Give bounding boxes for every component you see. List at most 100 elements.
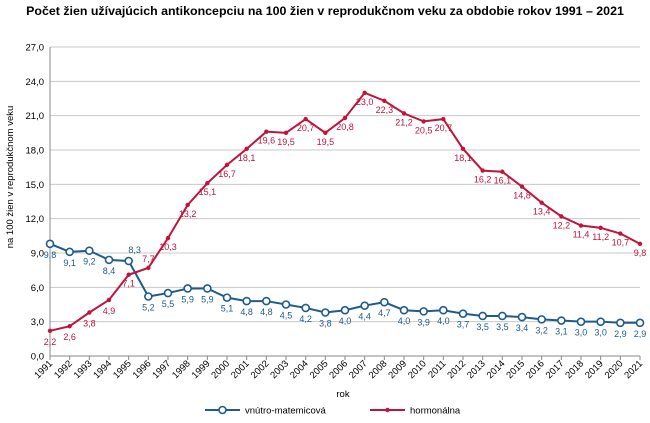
data-label-hormonalna: 22,3: [376, 105, 394, 115]
x-tick-label: 1992: [52, 358, 75, 381]
data-point-hormonalna: [165, 235, 171, 241]
x-tick-label: 1993: [72, 358, 95, 381]
x-tick-label: 2001: [229, 358, 252, 381]
data-point-hormonalna: [264, 129, 269, 134]
data-point-vnutro-matemicova: [557, 316, 566, 325]
y-tick-label: 18,0: [26, 146, 45, 157]
data-label-hormonalna: 12,2: [553, 220, 571, 230]
data-point-hormonalna: [205, 180, 210, 186]
data-label-vnutro-matemicova: 9,1: [63, 258, 76, 268]
data-point-hormonalna: [382, 98, 387, 103]
data-label-hormonalna: 15,1: [199, 187, 217, 197]
data-point-hormonalna: [362, 90, 367, 95]
data-label-vnutro-matemicova: 4,7: [378, 308, 391, 318]
data-point-hormonalna: [342, 115, 348, 121]
y-tick-label: 9,0: [31, 249, 44, 260]
data-label-hormonalna: 11,4: [573, 230, 590, 240]
x-tick-label: 2000: [209, 358, 232, 381]
x-tick-label: 2010: [406, 358, 429, 381]
data-label-vnutro-matemicova: 5,5: [162, 299, 175, 309]
data-label-vnutro-matemicova: 4,0: [437, 316, 450, 326]
x-tick-label: 2009: [386, 358, 409, 381]
x-tick-label: 2002: [249, 358, 272, 381]
x-tick-label: 2020: [603, 358, 626, 381]
data-point-vnutro-matemicova: [478, 311, 487, 321]
data-point-vnutro-matemicova: [262, 296, 271, 306]
data-label-vnutro-matemicova: 4,4: [358, 312, 371, 322]
data-point-hormonalna: [618, 231, 623, 236]
data-label-hormonalna: 20,7: [435, 123, 453, 133]
data-label-vnutro-matemicova: 4,8: [240, 307, 253, 317]
data-label-vnutro-matemicova: 3,7: [457, 320, 470, 330]
data-label-vnutro-matemicova: 5,9: [181, 294, 194, 304]
data-point-hormonalna: [106, 297, 112, 303]
data-point-vnutro-matemicova: [222, 293, 232, 302]
data-point-vnutro-matemicova: [203, 284, 212, 293]
data-label-vnutro-matemicova: 3,5: [476, 322, 489, 332]
data-point-hormonalna: [441, 116, 446, 122]
data-point-vnutro-matemicova: [596, 317, 605, 326]
data-label-hormonalna: 10,3: [159, 242, 177, 252]
data-label-vnutro-matemicova: 2,9: [614, 329, 627, 339]
data-point-hormonalna: [500, 169, 505, 174]
legend-marker-vnutro-matemicova: [218, 405, 227, 415]
data-point-vnutro-matemicova: [124, 256, 133, 266]
data-point-vnutro-matemicova: [635, 318, 645, 328]
data-label-vnutro-matemicova: 8,4: [103, 266, 116, 276]
data-point-vnutro-matemicova: [144, 292, 153, 301]
data-label-hormonalna: 2,2: [44, 337, 57, 347]
data-point-hormonalna: [559, 214, 564, 219]
data-point-hormonalna: [598, 225, 603, 231]
x-axis-title: rok: [336, 389, 349, 400]
data-point-vnutro-matemicova: [85, 246, 94, 256]
data-point-hormonalna: [244, 146, 249, 152]
data-label-hormonalna: 9,8: [634, 248, 647, 258]
data-point-vnutro-matemicova: [419, 307, 428, 316]
data-label-vnutro-matemicova: 8,3: [128, 245, 141, 255]
data-label-hormonalna: 19,5: [277, 137, 295, 147]
data-label-hormonalna: 2,6: [63, 332, 76, 342]
data-point-hormonalna: [637, 241, 643, 247]
x-tick-label: 1999: [190, 358, 213, 381]
data-point-vnutro-matemicova: [576, 317, 586, 326]
y-tick-label: 12,0: [26, 214, 45, 225]
data-point-hormonalna: [283, 130, 289, 136]
data-label-vnutro-matemicova: 4,2: [299, 314, 312, 324]
x-tick-label: 2019: [583, 358, 606, 381]
y-tick-label: 15,0: [26, 180, 45, 191]
x-tick-label: 2005: [308, 358, 331, 381]
data-point-hormonalna: [519, 184, 525, 189]
data-point-hormonalna: [480, 168, 485, 173]
x-tick-label: 2012: [445, 358, 468, 381]
x-tick-label: 2003: [268, 358, 291, 381]
x-tick-label: 2007: [347, 358, 370, 381]
data-point-vnutro-matemicova: [281, 300, 291, 309]
data-point-vnutro-matemicova: [242, 296, 251, 306]
series-lines: [45, 90, 645, 334]
data-point-vnutro-matemicova: [301, 303, 310, 313]
data-labels: 9,8 9,1 9,2 8,4 8,3 5,2 5,5 5,9 5,9 5,1 4,8 4,8 4,5 4…: [44, 97, 647, 347]
data-point-hormonalna: [539, 200, 544, 205]
data-point-vnutro-matemicova: [517, 312, 527, 322]
data-label-vnutro-matemicova: 2,9: [634, 329, 647, 339]
x-tick-label: 2008: [367, 358, 390, 381]
data-point-hormonalna: [126, 272, 131, 277]
x-tick-label: 1994: [91, 358, 114, 381]
data-label-hormonalna: 11,2: [592, 232, 609, 242]
x-tick-label: 2015: [504, 358, 527, 381]
data-label-hormonalna: 19,5: [317, 137, 335, 147]
y-tick-label: 21,0: [26, 111, 45, 122]
data-label-hormonalna: 16,2: [474, 175, 492, 185]
y-tick-label: 6,0: [31, 283, 44, 294]
x-tick-label: 1997: [150, 358, 173, 381]
data-label-vnutro-matemicova: 4,0: [398, 316, 411, 326]
data-label-vnutro-matemicova: 5,2: [142, 302, 155, 312]
data-label-hormonalna: 10,7: [612, 238, 630, 248]
data-label-hormonalna: 20,7: [297, 123, 315, 133]
data-label-vnutro-matemicova: 3,8: [319, 319, 332, 329]
data-label-vnutro-matemicova: 9,2: [83, 257, 96, 267]
data-label-hormonalna: 7,7: [142, 254, 155, 264]
x-tick-label: 2004: [288, 358, 311, 381]
data-label-hormonalna: 13,2: [179, 209, 197, 219]
data-label-vnutro-matemicova: 3,9: [417, 317, 430, 327]
